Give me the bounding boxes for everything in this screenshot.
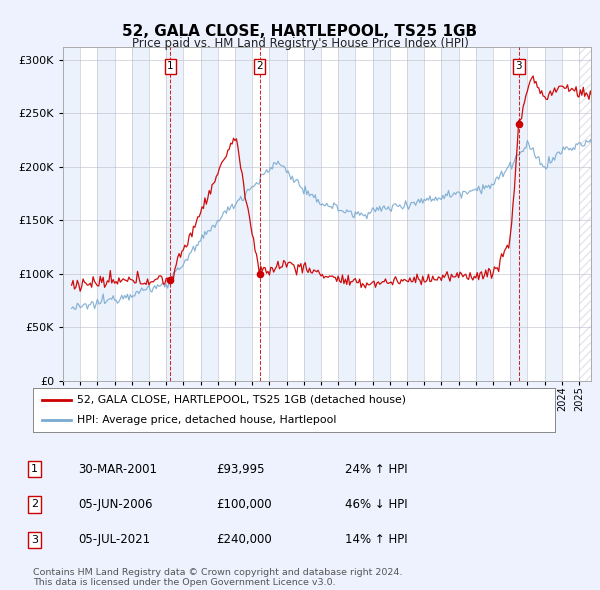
Text: 1: 1 (167, 61, 174, 71)
Text: 05-JUN-2006: 05-JUN-2006 (78, 498, 152, 511)
Bar (338, 47, 355, 381)
Bar (63, 47, 80, 381)
Text: 1: 1 (31, 464, 38, 474)
Bar (235, 47, 252, 381)
Text: 2: 2 (256, 61, 263, 71)
Bar (579, 47, 591, 381)
Text: Contains HM Land Registry data © Crown copyright and database right 2024.
This d: Contains HM Land Registry data © Crown c… (33, 568, 403, 587)
Text: £240,000: £240,000 (216, 533, 272, 546)
Bar (476, 47, 493, 381)
Text: 3: 3 (515, 61, 522, 71)
Text: 24% ↑ HPI: 24% ↑ HPI (345, 463, 407, 476)
Text: 30-MAR-2001: 30-MAR-2001 (78, 463, 157, 476)
Bar (304, 47, 321, 381)
Bar (545, 47, 562, 381)
Bar (407, 47, 424, 381)
Text: 52, GALA CLOSE, HARTLEPOOL, TS25 1GB (detached house): 52, GALA CLOSE, HARTLEPOOL, TS25 1GB (de… (77, 395, 406, 405)
Text: 3: 3 (31, 535, 38, 545)
Text: 05-JUL-2021: 05-JUL-2021 (78, 533, 150, 546)
Text: 46% ↓ HPI: 46% ↓ HPI (345, 498, 407, 511)
Bar (442, 47, 458, 381)
Text: Price paid vs. HM Land Registry's House Price Index (HPI): Price paid vs. HM Land Registry's House … (131, 37, 469, 50)
Text: £100,000: £100,000 (216, 498, 272, 511)
Bar (269, 47, 287, 381)
Text: 2: 2 (31, 500, 38, 509)
Bar (200, 47, 218, 381)
Bar (579, 47, 591, 381)
Bar (373, 47, 390, 381)
Bar (132, 47, 149, 381)
Text: £93,995: £93,995 (216, 463, 265, 476)
Bar (97, 47, 115, 381)
Bar (166, 47, 184, 381)
Text: 14% ↑ HPI: 14% ↑ HPI (345, 533, 407, 546)
Text: HPI: Average price, detached house, Hartlepool: HPI: Average price, detached house, Hart… (77, 415, 337, 425)
Bar (510, 47, 527, 381)
Text: 52, GALA CLOSE, HARTLEPOOL, TS25 1GB: 52, GALA CLOSE, HARTLEPOOL, TS25 1GB (122, 24, 478, 38)
